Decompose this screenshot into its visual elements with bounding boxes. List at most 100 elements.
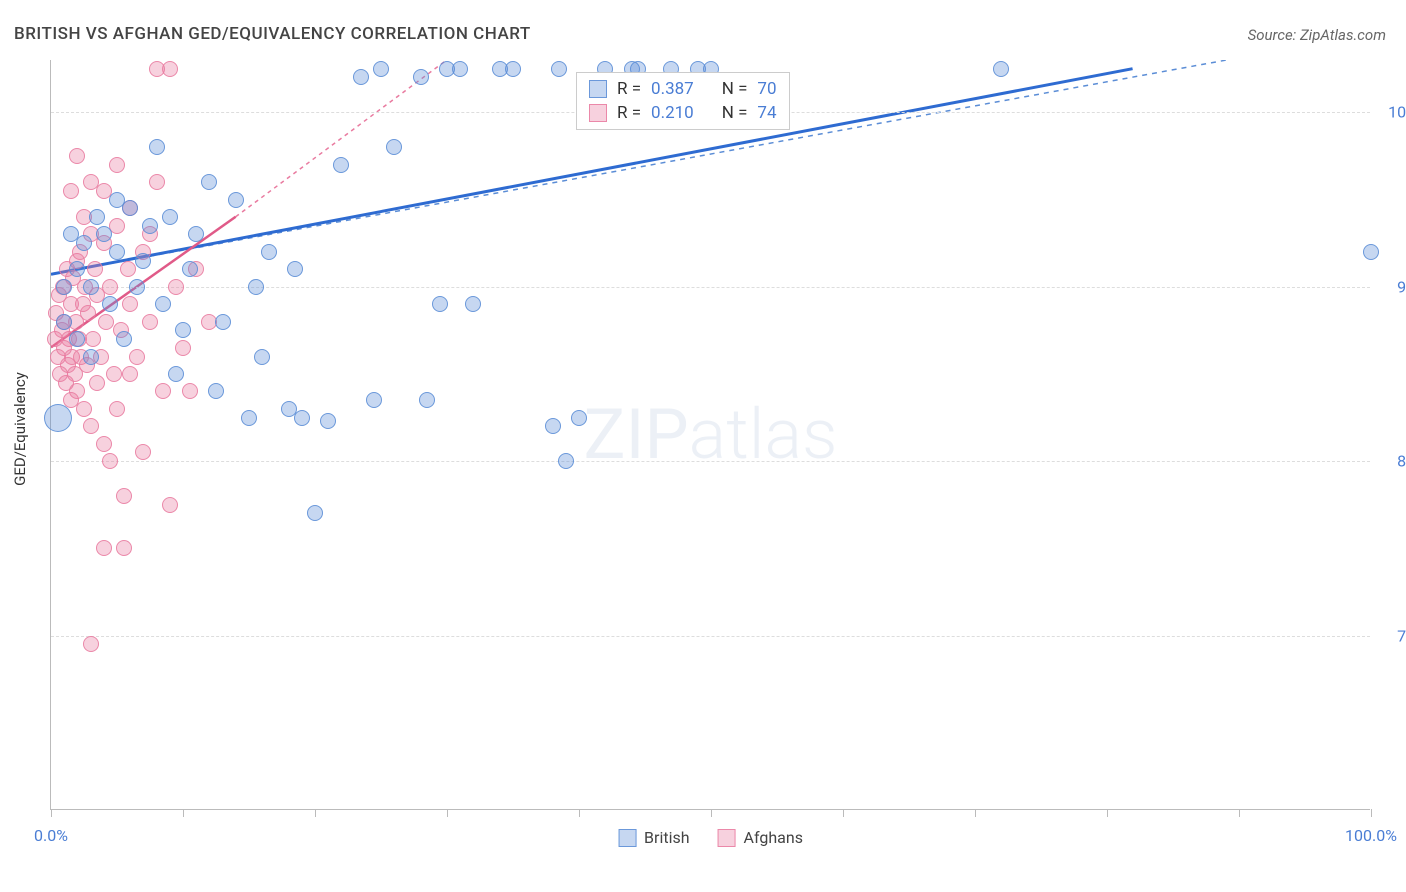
data-point-british [76,235,92,251]
data-point-british [122,200,138,216]
data-point-afghans [80,305,96,321]
n-label: N = [722,79,748,99]
r-value-british: 0.387 [651,79,694,99]
data-point-british [287,261,303,277]
y-tick-label: 90.0% [1397,277,1406,296]
y-tick-label: 100.0% [1388,103,1406,122]
data-point-afghans [120,261,136,277]
x-tick [1239,809,1240,817]
data-point-afghans [106,366,122,382]
data-point-british [228,192,244,208]
y-tick-label: 80.0% [1397,452,1406,471]
swatch-british-icon [618,829,636,847]
y-axis-label: GED/Equivalency [11,372,29,486]
x-tick [315,809,316,817]
data-point-british [135,253,151,269]
x-tick [1371,809,1372,817]
data-point-british [129,279,145,295]
plot-area: ZIPatlas 70.0%80.0%90.0%100.0%0.0%100.0%… [50,60,1370,810]
r-value-afghans: 0.210 [651,103,694,123]
data-point-british [333,157,349,173]
data-point-afghans [135,444,151,460]
data-point-british [241,410,257,426]
data-point-afghans [76,401,92,417]
n-value-british: 70 [757,79,776,99]
trend-lines [51,60,1370,809]
data-point-afghans [96,540,112,556]
data-point-afghans [129,349,145,365]
chart-title: BRITISH VS AFGHAN GED/EQUIVALENCY CORREL… [14,24,531,44]
data-point-afghans [162,61,178,77]
data-point-afghans [102,453,118,469]
data-point-british [149,139,165,155]
data-point-british [465,296,481,312]
data-point-british [993,61,1009,77]
data-point-british [294,410,310,426]
legend-row-afghans: R = 0.210 N = 74 [589,101,777,125]
data-point-british [56,279,72,295]
legend-label-afghans: Afghans [744,828,803,847]
data-point-afghans [89,375,105,391]
data-point-afghans [69,383,85,399]
data-point-afghans [155,383,171,399]
data-point-british [419,392,435,408]
data-point-british [175,322,191,338]
data-point-afghans [182,383,198,399]
data-point-afghans [142,314,158,330]
data-point-british [69,331,85,347]
data-point-british [168,366,184,382]
data-point-afghans [98,314,114,330]
data-point-afghans [102,279,118,295]
data-point-afghans [116,540,132,556]
data-point-afghans [109,157,125,173]
data-point-british [373,61,389,77]
x-tick-label: 100.0% [1345,826,1397,845]
data-point-british [96,226,112,242]
swatch-afghans [589,104,607,122]
x-tick-label: 0.0% [34,826,68,845]
data-point-afghans [83,418,99,434]
grid-line [51,461,1370,462]
data-point-afghans [83,636,99,652]
data-point-british [44,404,72,432]
x-tick [843,809,844,817]
x-tick [183,809,184,817]
x-tick [711,809,712,817]
data-point-british [102,296,118,312]
x-tick [579,809,580,817]
series-legend: British Afghans [618,828,803,847]
data-point-afghans [63,183,79,199]
legend-item-afghans: Afghans [718,828,803,847]
correlation-legend: R = 0.387 N = 70 R = 0.210 N = 74 [576,72,790,130]
data-point-british [188,226,204,242]
data-point-afghans [87,261,103,277]
data-point-british [69,261,85,277]
data-point-afghans [122,296,138,312]
data-point-british [386,139,402,155]
data-point-british [83,279,99,295]
data-point-british [182,261,198,277]
data-point-british [505,61,521,77]
legend-label-british: British [644,828,689,847]
data-point-british [366,392,382,408]
x-tick [975,809,976,817]
data-point-afghans [162,497,178,513]
data-point-british [261,244,277,260]
data-point-british [307,505,323,521]
n-value-afghans: 74 [757,103,776,123]
data-point-british [142,218,158,234]
grid-line [51,636,1370,637]
data-point-british [109,244,125,260]
watermark-zip: ZIP [584,394,689,476]
data-point-afghans [85,331,101,347]
data-point-british [413,69,429,85]
r-label: R = [617,79,641,99]
data-point-british [452,61,468,77]
data-point-british [215,314,231,330]
watermark: ZIPatlas [584,394,838,476]
data-point-british [432,296,448,312]
data-point-afghans [175,340,191,356]
data-point-british [571,410,587,426]
data-point-british [558,453,574,469]
y-tick-label: 70.0% [1397,626,1406,645]
